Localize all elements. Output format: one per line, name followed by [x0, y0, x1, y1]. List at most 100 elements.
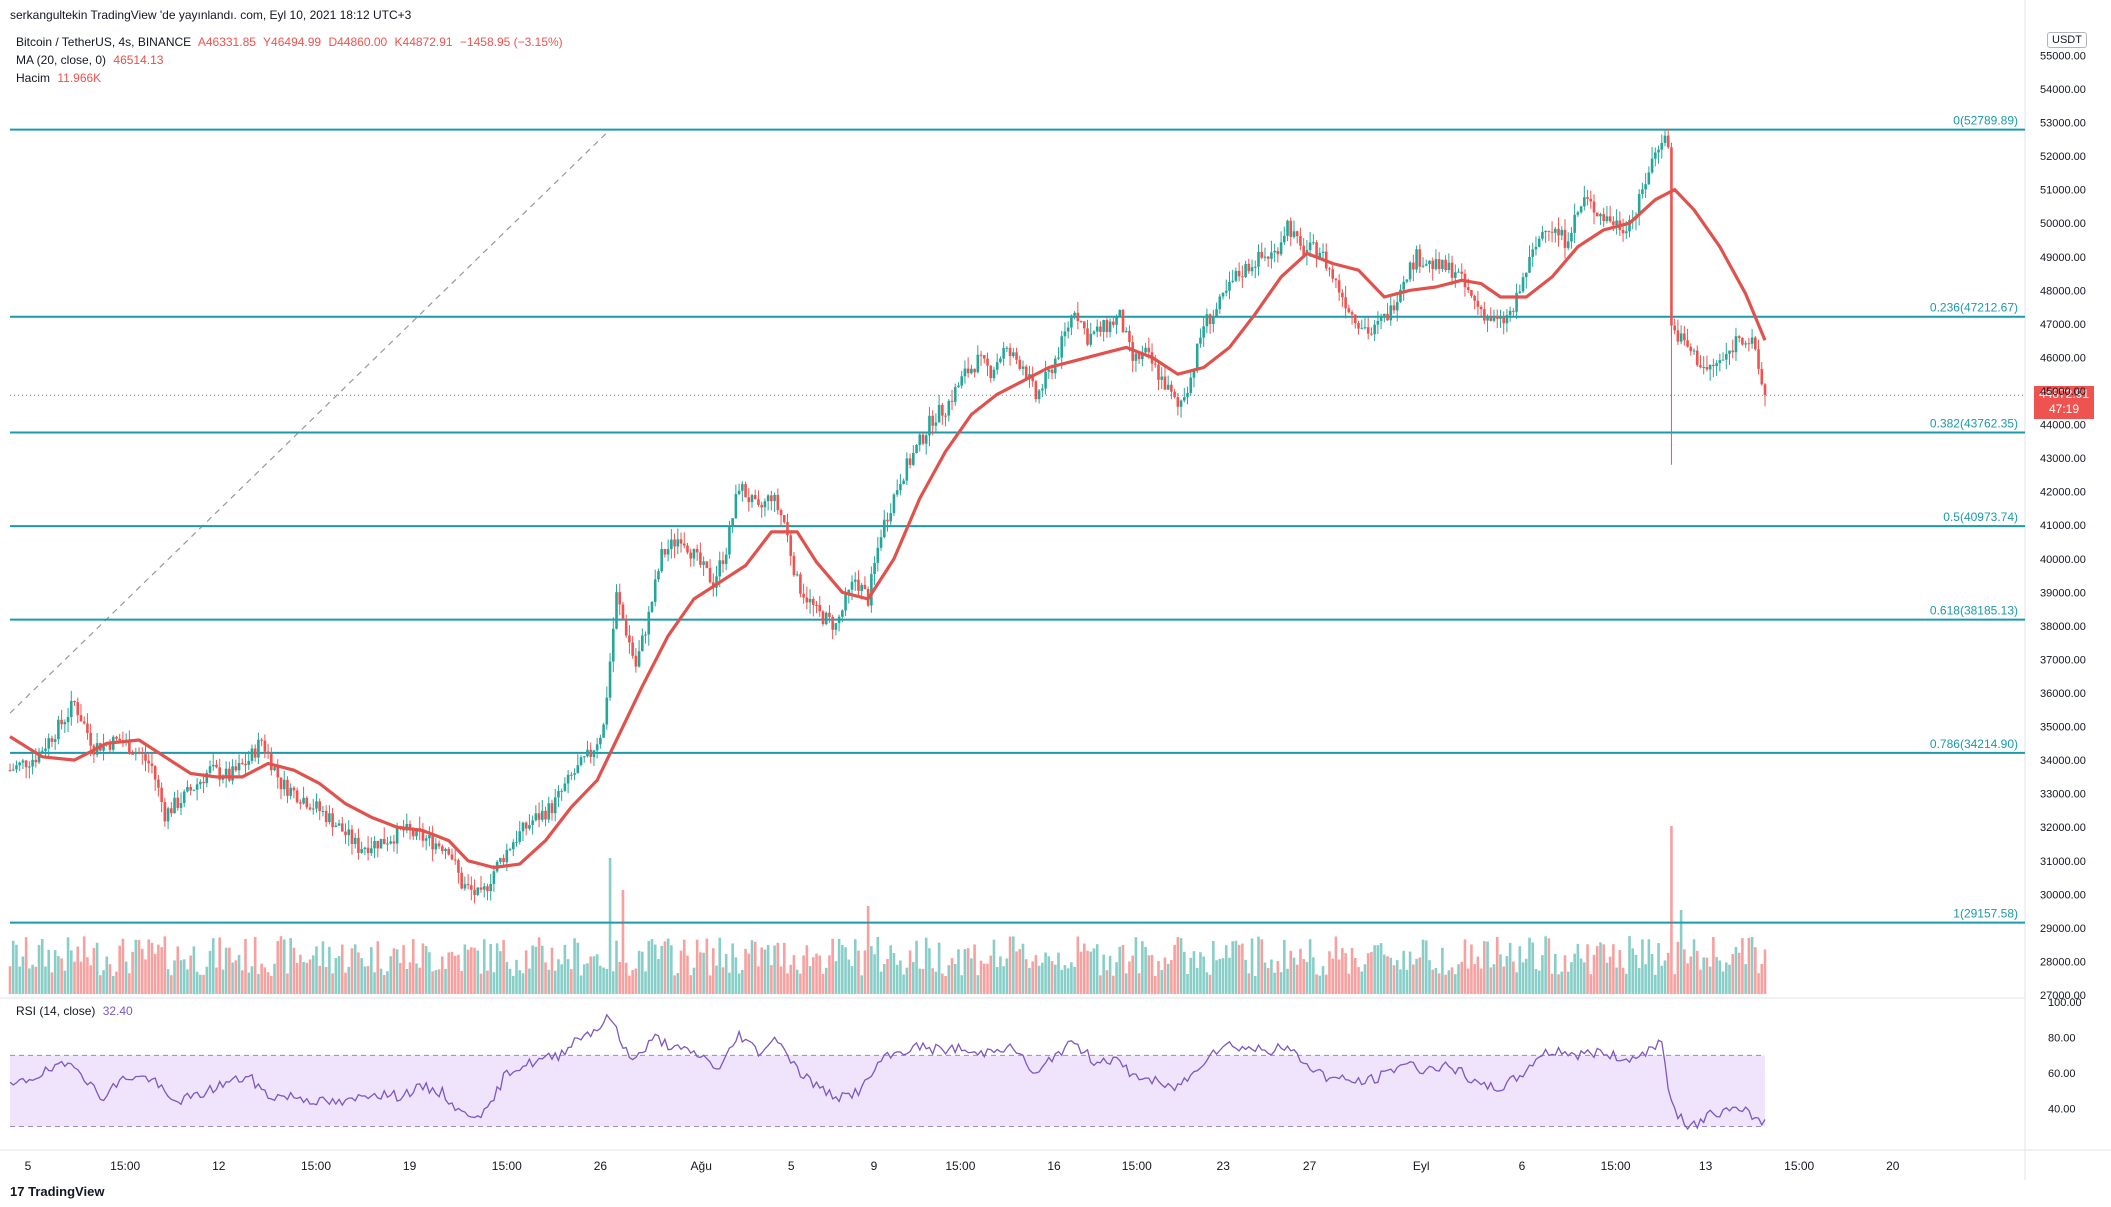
candle-body	[205, 772, 209, 784]
candle-body	[1279, 242, 1283, 255]
candle-body	[1076, 312, 1080, 321]
candle-body	[1221, 292, 1225, 297]
candle-body	[373, 840, 376, 849]
candle-body	[179, 803, 183, 808]
candle-body	[1637, 194, 1641, 217]
candle-body	[989, 365, 993, 379]
candle-body	[608, 661, 612, 698]
volume-bar	[353, 944, 357, 994]
candle-body	[1189, 377, 1193, 393]
candle-body	[21, 760, 25, 763]
candle-body	[1595, 212, 1599, 217]
candle-body	[431, 835, 434, 850]
volume-bar	[1515, 972, 1518, 994]
volume-bar	[1737, 952, 1741, 994]
volume-bar	[611, 971, 615, 994]
ma-legend[interactable]: MA (20, close, 0) 46514.13	[16, 52, 167, 68]
volume-bar	[518, 970, 522, 994]
candle-body	[76, 702, 80, 716]
candle-body	[199, 781, 202, 785]
candle-body	[1660, 142, 1664, 150]
candle-body	[1692, 350, 1696, 352]
candle-body	[963, 368, 967, 377]
candle-body	[650, 601, 654, 612]
candle-body	[28, 766, 31, 768]
fib-level-label: 1(29157.58)	[1953, 907, 2018, 921]
volume-bar	[1444, 974, 1447, 994]
candle-body	[347, 829, 351, 836]
y-tick-label: 39000.00	[2040, 587, 2086, 599]
tradingview-logo[interactable]: 17 TradingView	[10, 1184, 104, 1199]
volume-bar	[773, 945, 776, 994]
fib-level-label: 0.382(43762.35)	[1930, 417, 2018, 431]
candle-body	[1208, 314, 1212, 325]
candle-body	[395, 826, 399, 844]
candle-body	[950, 400, 954, 402]
candle-body	[453, 859, 457, 861]
low-value: D44860.00	[328, 35, 388, 49]
candle-body	[108, 743, 112, 750]
volume-bar	[15, 944, 18, 994]
volume-bar	[1070, 962, 1073, 994]
volume-bar	[1492, 964, 1496, 994]
volume-bar	[208, 950, 212, 994]
candle-body	[1105, 320, 1109, 333]
candle-body	[1508, 310, 1512, 316]
candle-body	[992, 369, 996, 379]
candle-body	[437, 843, 441, 847]
volume-bar	[1437, 973, 1441, 994]
volume-bar	[257, 973, 260, 994]
volume-bar	[1166, 963, 1170, 994]
volume-bar	[215, 967, 218, 994]
volume-bar	[1541, 955, 1544, 994]
volume-bar	[1234, 940, 1238, 994]
volume-bar	[24, 937, 28, 994]
volume-bar	[1018, 949, 1022, 994]
symbol-name[interactable]: Bitcoin / TetherUS, 4s, BINANCE	[16, 35, 192, 49]
candle-body	[1121, 310, 1125, 333]
candle-body	[1521, 277, 1525, 292]
volume-bar	[789, 964, 793, 994]
candle-body	[1092, 331, 1096, 334]
candle-body	[811, 598, 815, 605]
volume-legend[interactable]: Hacim 11.966K	[16, 70, 105, 86]
volume-bar	[447, 952, 451, 994]
volume-bar	[644, 971, 647, 994]
candle-body	[1331, 269, 1335, 279]
volume-bar	[1286, 968, 1289, 994]
trend-line	[9, 129, 611, 714]
volume-bar	[1137, 973, 1141, 994]
volume-bar	[718, 937, 722, 994]
volume-bar	[1302, 959, 1305, 994]
rsi-label: RSI (14, close)	[16, 1004, 96, 1018]
high-value: Y46494.99	[263, 35, 322, 49]
volume-bar	[1228, 957, 1231, 994]
rsi-legend[interactable]: RSI (14, close) 32.40	[16, 1003, 137, 1019]
volume-bar	[1360, 971, 1364, 994]
volume-bar	[676, 973, 680, 994]
candle-body	[131, 753, 134, 755]
volume-bar	[57, 956, 60, 994]
candle-body	[624, 618, 628, 636]
currency-badge[interactable]: USDT	[2047, 32, 2087, 48]
candle-body	[1253, 266, 1257, 268]
volume-bar	[899, 960, 902, 994]
candle-body	[1721, 359, 1725, 361]
volume-bar	[521, 973, 525, 994]
candle-body	[340, 823, 344, 832]
candle-body	[773, 494, 776, 502]
candle-body	[908, 458, 912, 465]
candle-body	[976, 354, 980, 373]
volume-bar	[150, 942, 154, 994]
volume-bar	[1599, 942, 1602, 994]
volume-bar	[1434, 967, 1438, 994]
candle-body	[1731, 350, 1735, 353]
candle-body	[315, 801, 318, 809]
volume-bar	[1270, 959, 1273, 994]
volume-bar	[415, 963, 418, 994]
volume-bar	[1299, 948, 1302, 994]
candle-body	[1273, 250, 1276, 253]
candle-body	[1495, 315, 1499, 319]
candle-body	[366, 847, 370, 854]
